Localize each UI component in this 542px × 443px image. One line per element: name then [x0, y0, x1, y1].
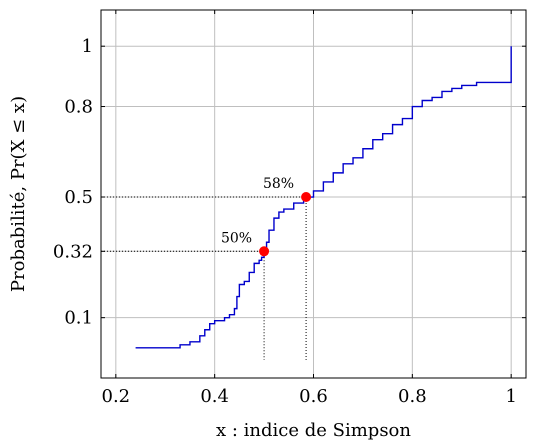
y-tick-label: 1 — [82, 36, 93, 57]
x-tick-label: 0.2 — [102, 386, 131, 407]
point-label: 58% — [263, 176, 294, 192]
y-tick-label: 0.5 — [64, 187, 93, 208]
x-tick-label: 0.6 — [299, 386, 328, 407]
x-tick-label: 0.4 — [200, 386, 229, 407]
highlight-points: 50% 58% — [221, 176, 312, 257]
y-axis-label: Probabilité, Pr(X ≤ x) — [8, 96, 29, 292]
x-tick-label: 0.8 — [398, 386, 427, 407]
series-line — [135, 46, 512, 349]
y-tick-label: 0.1 — [64, 308, 93, 329]
x-tick-label: 1 — [505, 386, 516, 407]
highlight-point — [259, 246, 270, 257]
x-axis-label: x : indice de Simpson — [216, 420, 411, 441]
highlight-point — [301, 192, 312, 203]
x-axis-ticks: 0.2 0.4 0.6 0.8 1 — [102, 10, 517, 407]
y-tick-label: 0.32 — [53, 241, 93, 262]
point-label: 50% — [221, 230, 252, 246]
series-path — [135, 46, 512, 349]
guide-lines — [101, 196, 307, 360]
y-axis-ticks: 0.1 0.32 0.5 0.8 1 — [53, 36, 526, 329]
y-tick-label: 0.8 — [64, 97, 93, 118]
grid — [101, 10, 526, 378]
